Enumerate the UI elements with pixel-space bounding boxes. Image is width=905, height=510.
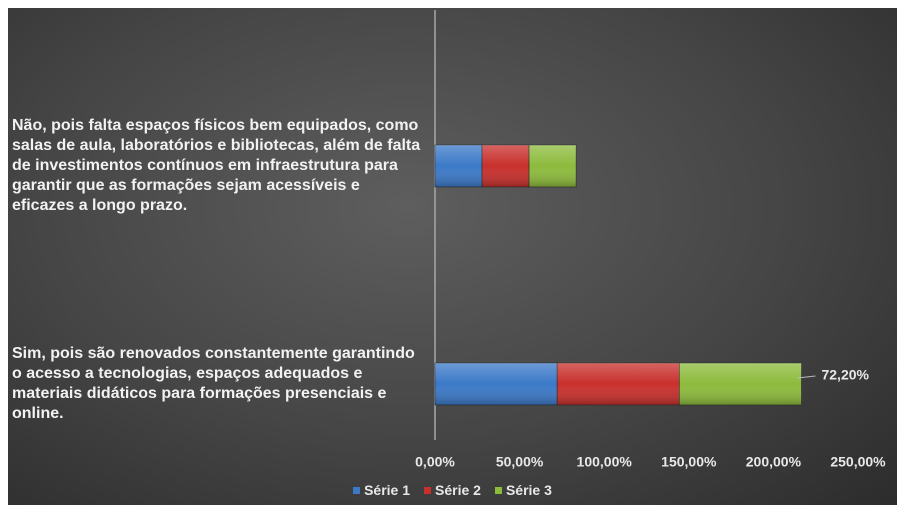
legend-label: Série 2 [435,482,481,498]
x-tick-label: 0,00% [415,454,455,470]
bar-shade [435,145,483,187]
x-tick-label: 200,00% [746,454,802,470]
plot-background [8,8,897,505]
x-tick-label: 50,00% [496,454,544,470]
legend-label: Série 1 [364,482,411,498]
x-tick-label: 150,00% [661,454,717,470]
legend-item: Série 1 [353,482,410,498]
legend-item: Série 3 [494,482,552,498]
legend-item: Série 2 [424,482,481,498]
category-label: Não, pois falta espaços físicos bem equi… [12,117,421,214]
bar-shade [557,363,680,405]
leader-line [797,375,816,379]
x-tick-label: 250,00% [830,454,886,470]
legend-swatch [424,486,432,494]
legend-swatch [494,486,502,494]
legend-swatch [353,486,361,494]
legend: Série 1 Série 2 Série 3 [0,482,905,498]
legend-label: Série 3 [505,482,552,498]
x-tick-label: 100,00% [577,454,633,470]
bar-shade [482,145,530,187]
bar-shade [529,145,577,187]
bar-shade [435,363,558,405]
bar-shade [679,363,802,405]
category-label: Sim, pois são renovados constantemente g… [12,345,415,422]
value-label: 72,20% [821,367,869,383]
